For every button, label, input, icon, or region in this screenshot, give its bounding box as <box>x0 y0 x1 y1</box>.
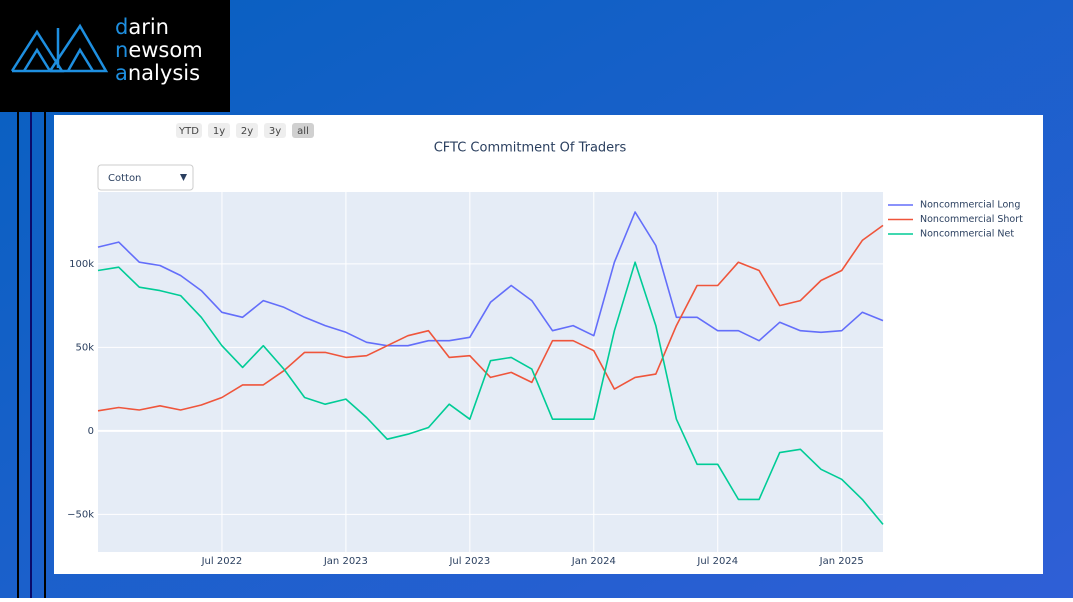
range-button-label[interactable]: 2y <box>241 126 253 137</box>
range-selector: YTD 1y 2y 3y all <box>176 123 314 138</box>
series-line <box>97 261 884 525</box>
grid: −50k 0 50k 100k Jul 2022 Jan 2023 Jul 2023 Jan … <box>67 192 883 567</box>
logo-accent: a <box>115 61 128 85</box>
range-button[interactable] <box>264 123 286 138</box>
y-tick-label: 100k <box>69 259 94 270</box>
logo-rest: ewsom <box>128 38 202 62</box>
logo-box <box>0 0 230 112</box>
range-button-label[interactable]: 3y <box>269 126 281 137</box>
dropdown[interactable] <box>97 164 194 191</box>
range-button[interactable] <box>176 123 202 138</box>
x-tick-label: Jan 2023 <box>323 556 368 567</box>
plot-area <box>98 192 883 552</box>
range-button-label[interactable]: 1y <box>213 126 225 137</box>
dropdown-label[interactable]: Cotton <box>108 173 141 184</box>
y-tick-label: 0 <box>88 426 94 437</box>
legend-label: Noncommercial Long <box>920 200 1020 211</box>
x-tick-label: Jul 2023 <box>448 556 490 567</box>
logo-accent: d <box>115 15 128 39</box>
range-button-label[interactable]: YTD <box>178 126 199 137</box>
legend-label: Noncommercial Short <box>920 214 1023 225</box>
y-tick-label: 50k <box>75 342 94 353</box>
logo-accent: n <box>115 38 128 62</box>
x-tick-label: Jul 2024 <box>696 556 738 567</box>
x-tick-label: Jan 2024 <box>571 556 616 567</box>
series-line <box>97 224 884 412</box>
range-button[interactable] <box>208 123 230 138</box>
y-tick-label: −50k <box>67 509 94 520</box>
logo-line: analysis <box>115 61 200 85</box>
dropdown-arrow[interactable] <box>180 174 187 181</box>
logo-line: newsom <box>115 38 203 62</box>
legend: Noncommercial Long Noncommercial Short Non… <box>888 200 1023 240</box>
logo-icon <box>10 23 109 73</box>
logo-line: darin <box>115 15 169 39</box>
range-button[interactable] <box>292 123 314 138</box>
lines <box>97 211 884 525</box>
logo-rest: arin <box>128 15 169 39</box>
logo-rest: nalysis <box>128 61 200 85</box>
x-tick-label: Jan 2025 <box>819 556 864 567</box>
chart-title: CFTC Commitment Of Traders <box>434 141 627 156</box>
range-button[interactable] <box>236 123 258 138</box>
series-line <box>97 211 884 347</box>
range-button-label[interactable]: all <box>297 126 309 137</box>
legend-label: Noncommercial Net <box>920 229 1014 240</box>
x-tick-label: Jul 2022 <box>201 556 243 567</box>
